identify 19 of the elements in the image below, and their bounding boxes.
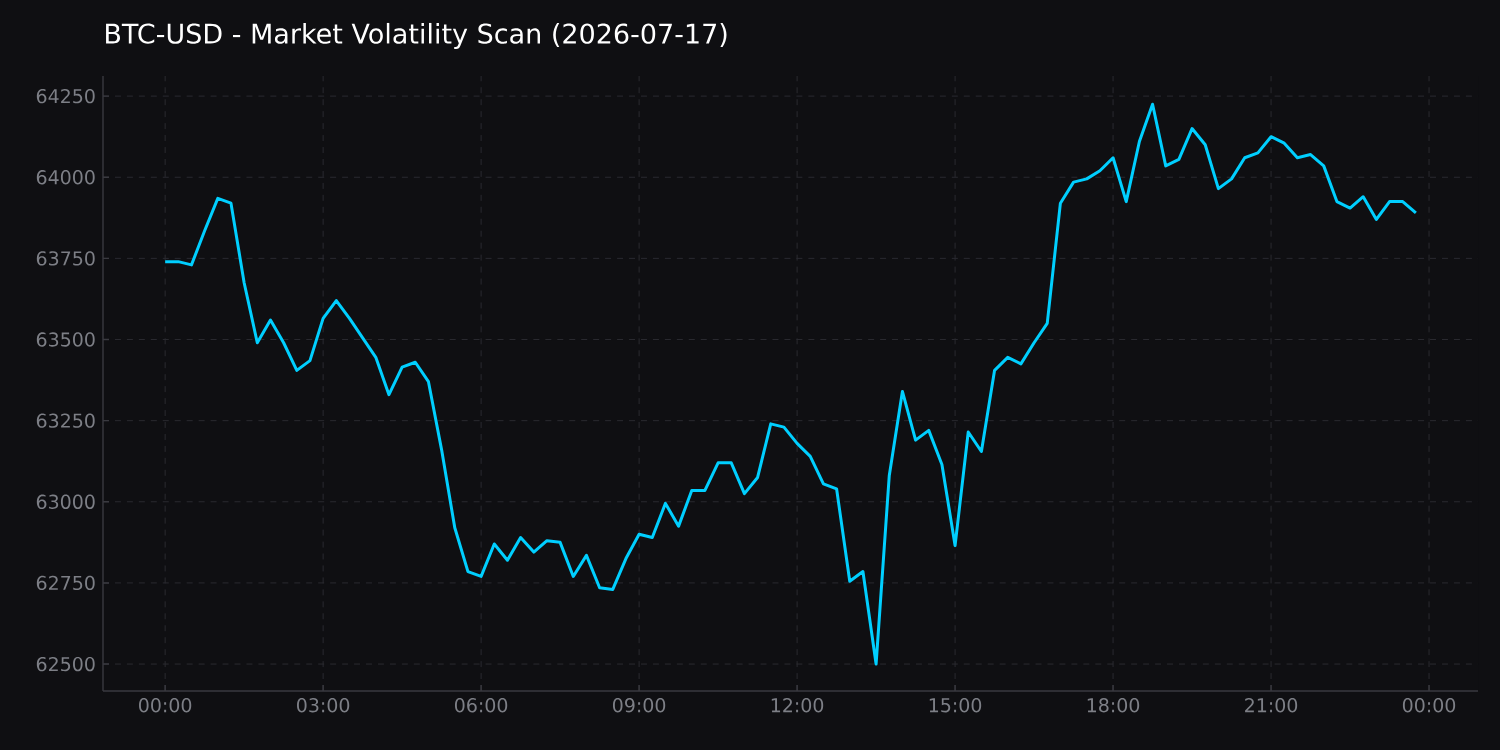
y-tick-label: 64000 xyxy=(36,170,95,185)
y-tick-label: 63250 xyxy=(36,413,95,428)
x-tick-label: 09:00 xyxy=(612,698,666,713)
y-tick-label: 64250 xyxy=(36,88,95,104)
y-tick-label: 62750 xyxy=(36,575,95,591)
x-tick-label: 00:00 xyxy=(1402,698,1456,713)
y-tick-label: 62500 xyxy=(36,656,95,672)
x-tick-label: 21:00 xyxy=(1245,698,1298,713)
y-tick-label: 63500 xyxy=(36,332,95,347)
x-tick-label: 00:00 xyxy=(139,698,192,713)
y-tick-label: 63750 xyxy=(36,251,95,266)
y-tick-label: 63000 xyxy=(36,494,95,509)
x-tick-label: 15:00 xyxy=(929,698,982,713)
x-tick-label: 06:00 xyxy=(454,698,508,713)
x-tick-label: 18:00 xyxy=(1087,698,1140,713)
x-tick-label: 12:00 xyxy=(771,698,824,713)
x-tick-label: 03:00 xyxy=(297,698,350,713)
line-series xyxy=(163,102,1418,666)
chart-title: BTC-USD - Market Volatility Scan (2026-07-17) xyxy=(106,22,727,50)
